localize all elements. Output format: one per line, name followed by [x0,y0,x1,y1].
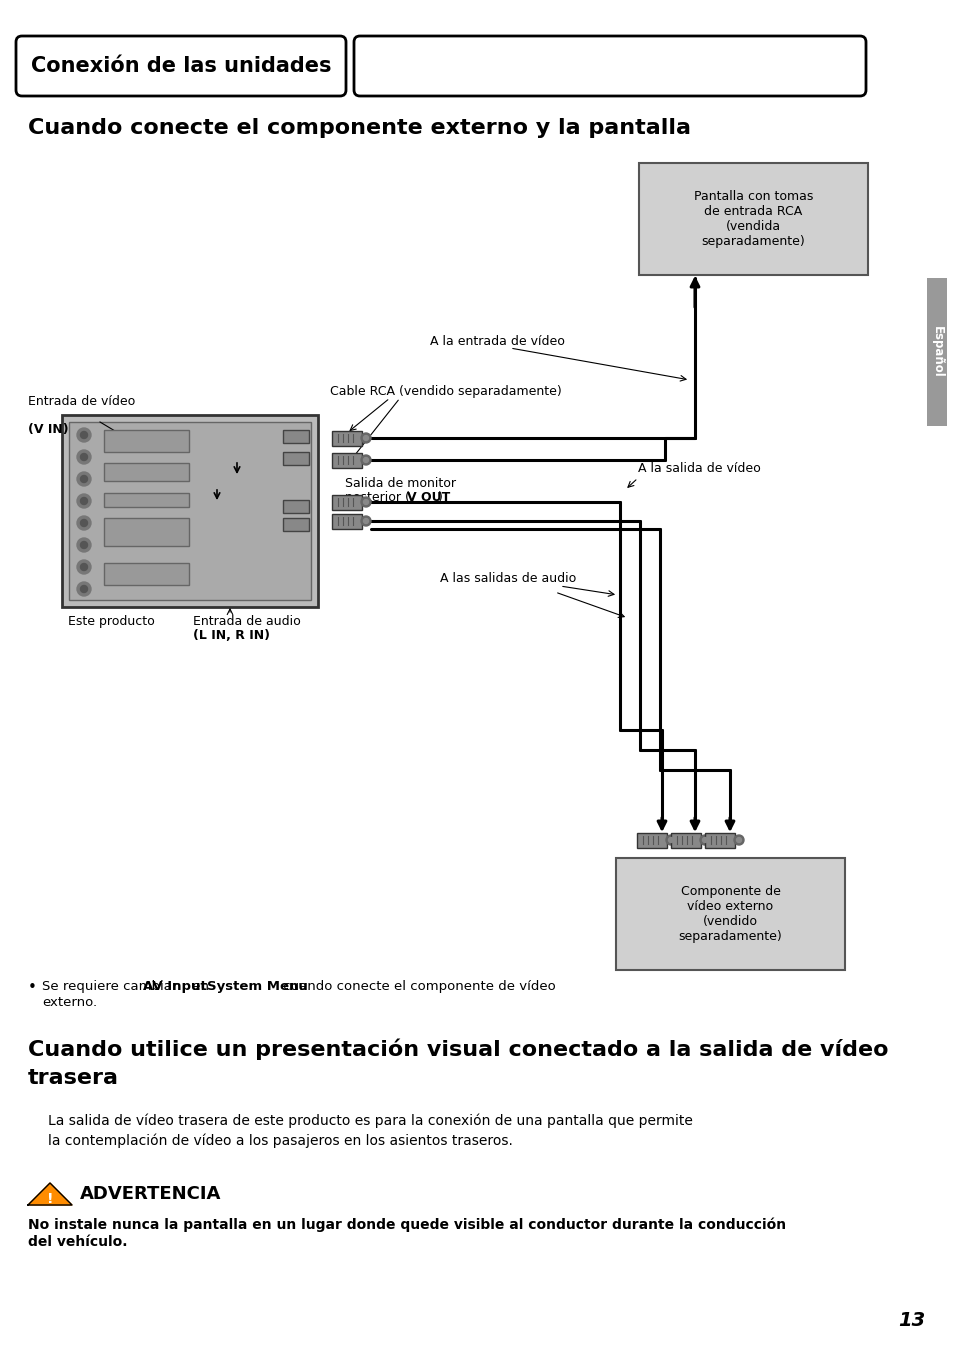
Text: 13: 13 [898,1311,924,1330]
FancyBboxPatch shape [354,37,865,96]
Text: A las salidas de audio: A las salidas de audio [439,571,576,585]
FancyBboxPatch shape [283,452,309,464]
FancyBboxPatch shape [332,431,361,445]
Circle shape [80,585,88,593]
Text: Entrada de audio: Entrada de audio [193,615,300,628]
Circle shape [80,563,88,570]
Circle shape [77,494,91,508]
Text: !: ! [47,1192,53,1206]
Text: (L IN, R IN): (L IN, R IN) [193,630,270,642]
FancyBboxPatch shape [104,463,189,481]
Circle shape [701,838,707,842]
Circle shape [80,454,88,460]
FancyBboxPatch shape [670,833,700,848]
FancyBboxPatch shape [283,519,309,531]
Text: La salida de vídeo trasera de este producto es para la conexión de una pantalla : La salida de vídeo trasera de este produ… [48,1113,692,1148]
Text: •: • [28,980,37,995]
Text: Salida de monitor: Salida de monitor [345,477,456,490]
Circle shape [80,475,88,482]
Text: V OUT: V OUT [407,492,450,504]
Text: A la entrada de vídeo: A la entrada de vídeo [430,334,564,348]
FancyBboxPatch shape [332,496,361,510]
FancyBboxPatch shape [332,454,361,468]
Text: posterior (: posterior ( [345,492,410,504]
FancyBboxPatch shape [926,278,946,427]
Circle shape [80,542,88,548]
FancyBboxPatch shape [616,858,844,969]
Circle shape [363,519,368,524]
Text: externo.: externo. [42,997,97,1009]
Circle shape [668,838,673,842]
FancyBboxPatch shape [704,833,734,848]
FancyBboxPatch shape [332,515,361,529]
FancyBboxPatch shape [639,162,867,275]
Circle shape [77,538,91,552]
Circle shape [80,520,88,527]
FancyBboxPatch shape [62,414,317,607]
Text: Entrada de vídeo: Entrada de vídeo [28,395,135,408]
Circle shape [363,500,368,505]
Text: Componente de
vídeo externo
(vendido
separadamente): Componente de vídeo externo (vendido sep… [678,886,781,942]
Text: System Menu: System Menu [207,980,307,992]
Circle shape [360,497,371,506]
Text: ): ) [437,492,442,504]
Text: Cuando utilice un presentación visual conectado a la salida de vídeo: Cuando utilice un presentación visual co… [28,1039,887,1059]
Circle shape [665,835,676,845]
Circle shape [80,497,88,505]
FancyBboxPatch shape [69,422,311,600]
Text: Este producto: Este producto [68,615,154,628]
Circle shape [360,455,371,464]
Circle shape [77,582,91,596]
Text: cuando conecte el componente de vídeo: cuando conecte el componente de vídeo [279,980,556,992]
Text: No instale nunca la pantalla en un lugar donde quede visible al conductor durant: No instale nunca la pantalla en un lugar… [28,1217,785,1232]
Text: ADVERTENCIA: ADVERTENCIA [80,1185,221,1202]
Circle shape [80,432,88,439]
Text: (V IN): (V IN) [28,408,69,436]
Text: Cuando conecte el componente externo y la pantalla: Cuando conecte el componente externo y l… [28,118,690,138]
Text: A la salida de vídeo: A la salida de vídeo [638,462,760,475]
Circle shape [700,835,709,845]
FancyBboxPatch shape [104,563,189,585]
Circle shape [363,458,368,463]
Text: en: en [189,980,213,992]
Text: Pantalla con tomas
de entrada RCA
(vendida
separadamente): Pantalla con tomas de entrada RCA (vendi… [693,190,812,248]
Circle shape [363,436,368,440]
Text: Se requiere cambiar: Se requiere cambiar [42,980,181,992]
Circle shape [77,561,91,574]
Circle shape [360,433,371,443]
FancyBboxPatch shape [104,519,189,546]
Text: Cable RCA (vendido separadamente): Cable RCA (vendido separadamente) [330,385,561,398]
Text: Español: Español [929,326,943,378]
Polygon shape [28,1183,71,1205]
Circle shape [77,473,91,486]
FancyBboxPatch shape [637,833,666,848]
Text: Conexión de las unidades: Conexión de las unidades [30,56,331,76]
Circle shape [77,516,91,529]
Circle shape [736,838,740,842]
FancyBboxPatch shape [104,431,189,452]
Circle shape [733,835,743,845]
Text: trasera: trasera [28,1068,119,1089]
FancyBboxPatch shape [104,493,189,506]
FancyBboxPatch shape [283,431,309,443]
Text: del vehículo.: del vehículo. [28,1235,128,1248]
Text: AV Input: AV Input [142,980,206,992]
Circle shape [360,516,371,525]
Circle shape [77,450,91,464]
FancyBboxPatch shape [16,37,346,96]
FancyBboxPatch shape [283,500,309,513]
Circle shape [77,428,91,441]
